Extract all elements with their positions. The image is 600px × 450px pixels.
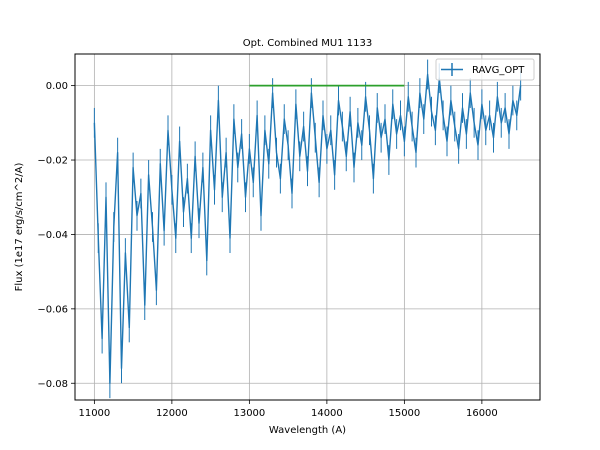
y-axis: −0.08 −0.06 −0.04 −0.02 0.00 <box>37 81 75 390</box>
plot-area-frame <box>74 53 541 401</box>
legend-label-ravg-opt: RAVG_OPT <box>472 65 525 76</box>
x-tick-label: 11000 <box>78 408 110 419</box>
x-tick-label: 15000 <box>388 408 420 419</box>
x-axis-title: Wavelength (A) <box>269 425 346 436</box>
legend: RAVG_OPT <box>435 58 535 81</box>
x-tick-label: 12000 <box>156 408 188 419</box>
y-tick-label: −0.06 <box>37 304 68 315</box>
y-tick-label: −0.04 <box>37 230 68 241</box>
y-axis-title: Flux (1e17 erg/s/cm^2/A) <box>14 163 25 292</box>
x-tick-label: 13000 <box>233 408 265 419</box>
series-line-ravg-opt <box>93 73 522 384</box>
x-tick-label: 16000 <box>466 408 498 419</box>
series-layer <box>93 59 522 399</box>
x-axis: 11000 12000 13000 14000 15000 16000 <box>78 400 498 419</box>
legend-box <box>435 58 535 81</box>
chart-title: Opt. Combined MU1 1133 <box>243 38 372 49</box>
x-tick-label: 14000 <box>311 408 343 419</box>
y-tick-label: −0.08 <box>37 379 68 390</box>
y-tick-label: −0.02 <box>37 156 68 167</box>
y-tick-label: 0.00 <box>46 81 68 92</box>
